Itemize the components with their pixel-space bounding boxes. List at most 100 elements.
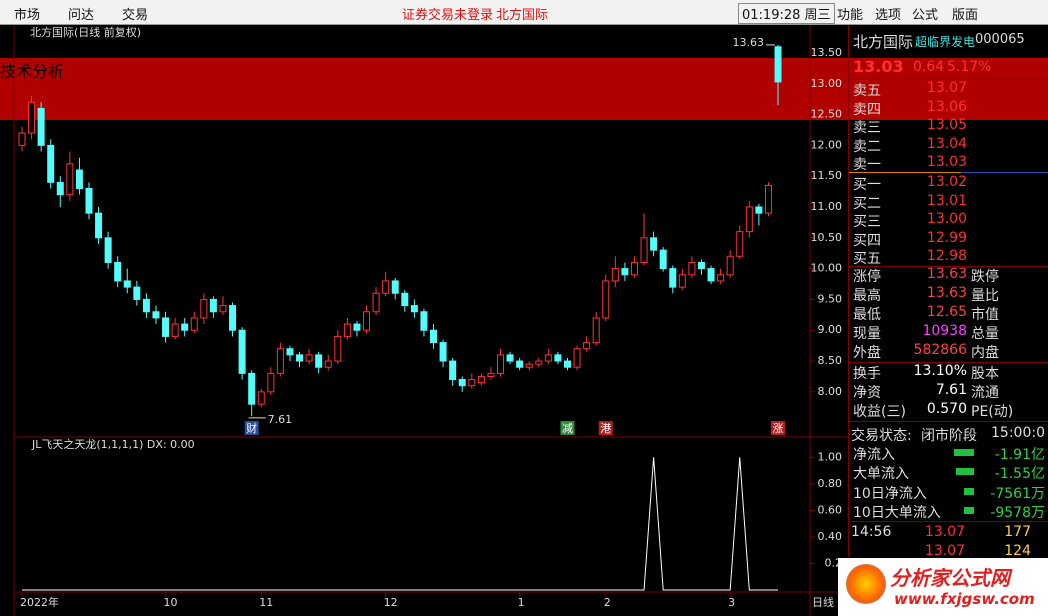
stat-label: 净资 bbox=[853, 385, 881, 401]
flow-label: 10日净流入 bbox=[853, 485, 927, 502]
side-tab[interactable]: 分价表 bbox=[0, 175, 1048, 218]
stat-value: 13.63 bbox=[926, 285, 967, 301]
divider bbox=[849, 421, 1048, 422]
stat-value: 0.570 bbox=[926, 401, 967, 417]
book-label: 买四 bbox=[853, 232, 881, 249]
y-tick-label: 0.80 bbox=[818, 477, 843, 490]
event-label: 涨 bbox=[773, 422, 784, 435]
y-tick-label: 13.50 bbox=[811, 46, 843, 59]
stat-label: 市值 bbox=[971, 307, 999, 323]
candle-body bbox=[286, 348, 294, 356]
stat-value: 582866 bbox=[913, 342, 967, 358]
y-tick-label: 8.00 bbox=[818, 385, 843, 398]
book-price: 13.05 bbox=[926, 117, 967, 134]
flow-value: -9578万 bbox=[990, 504, 1045, 521]
book-label: 卖二 bbox=[853, 138, 881, 155]
flow-value: -1.55亿 bbox=[994, 466, 1045, 483]
candle-body bbox=[47, 144, 55, 183]
flow-label: 大单流入 bbox=[853, 466, 909, 483]
book-price: 13.02 bbox=[926, 174, 967, 190]
candle-body bbox=[324, 360, 332, 368]
annotation-label: 7.61 bbox=[268, 413, 293, 426]
chart-area: 8.008.509.009.5010.0010.5011.0011.5012.0… bbox=[13, 25, 848, 616]
event-badge bbox=[771, 421, 786, 435]
event-label: 财 bbox=[246, 421, 257, 435]
y-tick-label: 10.00 bbox=[811, 262, 843, 275]
side-tab[interactable]: 技术分析 bbox=[0, 58, 1048, 120]
divider bbox=[849, 362, 1048, 363]
candle-body bbox=[420, 311, 428, 331]
candle-body bbox=[181, 323, 189, 331]
menu-item[interactable]: 功能 bbox=[837, 8, 864, 23]
quote-panel: 北方国际 超临界发电 000065 13.03 0.64 5.17% 卖五 13.07 卖四 13… bbox=[848, 25, 1048, 616]
menu-bar: 市场 问达 交易 证券交易未登录 北方国际 01:19:28 周三 功能 选项 公式 版面 bbox=[0, 0, 1048, 25]
indicator-line bbox=[22, 457, 779, 591]
stat-value: 7.61 bbox=[935, 382, 967, 398]
status-time: 15:00:0 bbox=[991, 425, 1045, 441]
book-label: 买一 bbox=[853, 177, 881, 193]
candle-body bbox=[707, 268, 715, 282]
menu-item[interactable]: 市场 bbox=[14, 8, 41, 23]
stat-label: 涨停 bbox=[853, 269, 881, 285]
candle-body bbox=[363, 311, 371, 331]
y-tick-label: 9.00 bbox=[818, 323, 843, 336]
candle-body bbox=[430, 329, 438, 344]
candle-body bbox=[238, 329, 246, 374]
indicator-title: JL飞天之天龙(1,1,1,1) DX: 0.00 bbox=[31, 437, 195, 451]
stat-label: 流通 bbox=[971, 385, 999, 401]
flow-label: 10日大单流入 bbox=[853, 504, 941, 521]
price: 13.03 bbox=[853, 57, 904, 76]
y-tick-label: 0.60 bbox=[818, 503, 843, 516]
x-tick-label: 12 bbox=[384, 596, 398, 609]
candle-body bbox=[630, 261, 638, 276]
candle-body bbox=[95, 212, 103, 239]
flow-bar bbox=[954, 449, 974, 456]
menu-item[interactable]: 交易 bbox=[122, 8, 149, 23]
candle-body bbox=[66, 163, 74, 196]
candle-body bbox=[343, 323, 351, 337]
flow-value: -1.91亿 bbox=[994, 447, 1045, 463]
y-tick-label: 0.2 bbox=[825, 556, 843, 569]
book-label: 买五 bbox=[853, 251, 881, 268]
candle-body bbox=[257, 391, 265, 405]
candle-body bbox=[229, 305, 237, 331]
candle-body bbox=[621, 268, 629, 276]
candle-body bbox=[401, 292, 409, 307]
stat-label: PE(动) bbox=[971, 404, 1014, 420]
menu-item[interactable]: 公式 bbox=[912, 8, 939, 23]
candle-body bbox=[659, 249, 667, 270]
stat-label: 量比 bbox=[971, 288, 999, 304]
candle-body bbox=[525, 363, 533, 368]
stat-label: 换手 bbox=[853, 366, 881, 382]
y-tick-label: 10.50 bbox=[811, 231, 843, 244]
candle-body bbox=[477, 375, 485, 384]
stat-label: 外盘 bbox=[853, 345, 881, 361]
side-tab[interactable]: 成交明细 bbox=[0, 120, 1048, 175]
divider bbox=[849, 521, 1048, 522]
menu-item[interactable]: 选项 bbox=[875, 8, 902, 23]
candle-body bbox=[410, 305, 418, 313]
status-label: 交易状态: bbox=[851, 428, 912, 444]
side-tab[interactable]: 基本资料 bbox=[0, 218, 1048, 273]
stock-code: 000065 bbox=[975, 32, 1025, 47]
book-price: 12.98 bbox=[926, 248, 967, 265]
event-badge bbox=[244, 421, 259, 435]
logo-title: 分析家公式网 bbox=[890, 566, 1010, 590]
menu-item[interactable]: 问达 bbox=[68, 8, 95, 23]
divider bbox=[961, 172, 1048, 173]
candle-body bbox=[554, 354, 562, 362]
candle-body bbox=[171, 323, 179, 337]
divider bbox=[849, 172, 961, 173]
book-price: 13.00 bbox=[926, 211, 967, 228]
candle-body bbox=[774, 46, 782, 83]
book-price: 13.07 bbox=[926, 80, 967, 96]
candle-body bbox=[497, 354, 504, 374]
stat-value: 13.10% bbox=[913, 363, 967, 379]
menu-item[interactable]: 版面 bbox=[952, 8, 979, 23]
candle-body bbox=[573, 348, 581, 368]
candle-body bbox=[18, 132, 26, 146]
book-price: 13.04 bbox=[926, 135, 967, 152]
tick-volume: 177 bbox=[1004, 524, 1031, 540]
book-price: 12.99 bbox=[926, 229, 967, 246]
stat-value: 12.65 bbox=[926, 304, 967, 320]
